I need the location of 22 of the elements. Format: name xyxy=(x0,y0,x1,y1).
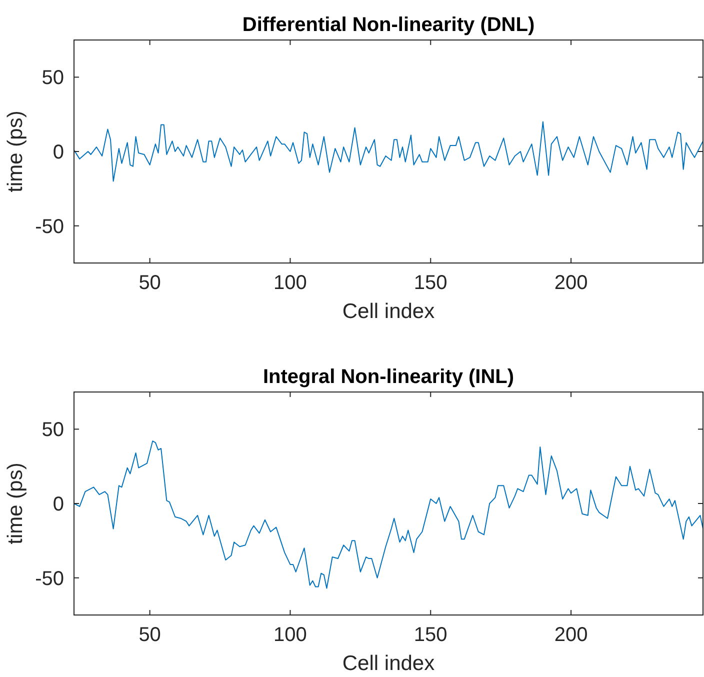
y-axis-title: time (ps) xyxy=(4,110,27,192)
x-axis-title: Cell index xyxy=(342,652,436,675)
x-tick-label: 200 xyxy=(554,624,588,646)
x-axis-title: Cell index xyxy=(342,300,436,323)
x-tick-label: 150 xyxy=(414,272,448,294)
x-tick-label: 200 xyxy=(554,272,588,294)
y-tick-label: 0 xyxy=(52,494,64,516)
line-series xyxy=(74,440,703,589)
y-tick-label: 50 xyxy=(42,67,64,90)
y-tick-label: -50 xyxy=(35,216,64,238)
x-tick-label: 100 xyxy=(274,272,307,294)
chart-title: Differential Non-linearity (DNL) xyxy=(242,14,535,36)
x-tick-label: 50 xyxy=(138,624,161,646)
y-tick-label: 0 xyxy=(52,142,64,164)
y-tick-label: 50 xyxy=(42,419,64,442)
y-axis-title: time (ps) xyxy=(4,462,27,544)
y-tick-label: -50 xyxy=(35,568,64,590)
line-series xyxy=(74,121,703,182)
x-tick-label: 150 xyxy=(414,624,448,646)
x-tick-label: 100 xyxy=(274,624,307,646)
x-tick-label: 50 xyxy=(138,272,161,294)
chart-title: Integral Non-linearity (INL) xyxy=(262,366,514,388)
